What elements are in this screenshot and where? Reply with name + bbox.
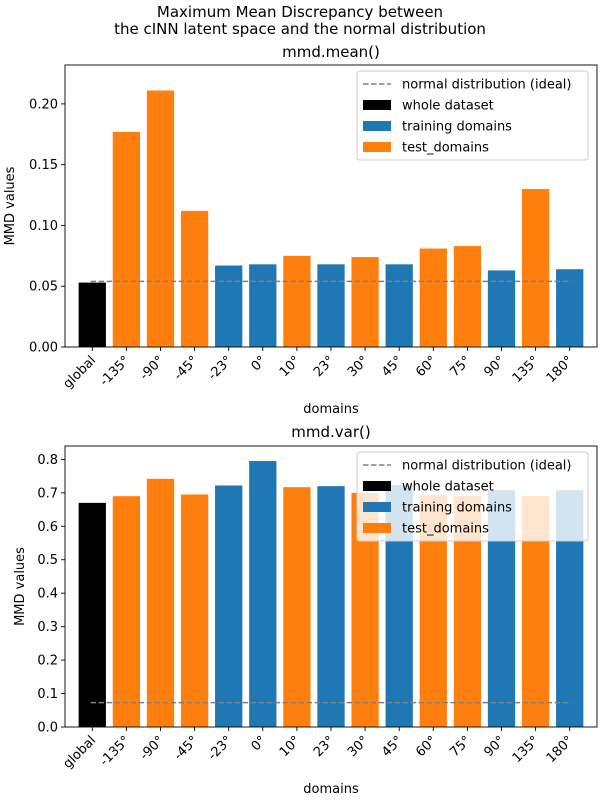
bar-global <box>78 502 106 727</box>
x-tick-label: 0° <box>249 733 270 754</box>
x-axis-label: domains <box>303 402 359 417</box>
x-tick-label: -135° <box>97 353 133 389</box>
x-tick-label: -23° <box>205 353 235 383</box>
bar--45° <box>180 210 209 347</box>
legend-label: normal distribution (ideal) <box>402 78 571 93</box>
y-tick-label: 0.15 <box>29 158 58 173</box>
x-tick-label: global <box>60 353 99 392</box>
x-tick-label: 90° <box>481 733 508 760</box>
x-tick-label: 60° <box>413 353 440 380</box>
figure-suptitle-line-1: Maximum Mean Discrepancy between <box>157 3 443 21</box>
x-tick-label: 10° <box>277 353 304 380</box>
x-axis-label: domains <box>303 782 359 797</box>
bar-180° <box>556 269 584 347</box>
x-tick-label: 90° <box>481 353 508 380</box>
bar-23° <box>317 264 345 347</box>
chart-title: mmd.var() <box>291 423 370 441</box>
x-tick-label: 0° <box>249 353 270 374</box>
bar-30° <box>351 257 379 347</box>
y-tick-label: 0.6 <box>37 520 58 535</box>
x-tick-label: 45° <box>379 733 406 760</box>
legend-label: whole dataset <box>402 99 494 114</box>
y-tick-label: 0.1 <box>37 687 58 702</box>
bar-23° <box>317 486 345 727</box>
bar--23° <box>215 265 243 347</box>
bar--90° <box>146 478 175 727</box>
bar-10° <box>283 487 311 727</box>
x-tick-label: -45° <box>171 353 201 383</box>
x-tick-label: 30° <box>345 353 372 380</box>
bar--23° <box>215 485 243 727</box>
x-tick-label: 23° <box>311 733 338 760</box>
y-axis-label: MMD values <box>13 547 28 626</box>
legend-label: whole dataset <box>402 480 494 495</box>
chart-var: 0.0 0.1 0.2 0.3 0.4 0.5 0.6 0.7 0.8 global-135° -9… <box>13 423 598 797</box>
y-tick-label: 0.05 <box>29 280 58 295</box>
x-tick-label: 30° <box>345 733 372 760</box>
y-tick-label: 0.00 <box>29 341 58 356</box>
bar-global <box>78 282 106 347</box>
x-tick-label: 60° <box>413 733 440 760</box>
bar-75° <box>453 246 482 347</box>
x-tick-label: 10° <box>277 733 304 760</box>
legend-whole-swatch <box>363 100 391 110</box>
y-tick-label: 0.0 <box>37 721 58 736</box>
legend-label: training domains <box>402 120 512 135</box>
x-tick-label: 180° <box>544 733 577 766</box>
legend-training-swatch <box>363 121 391 131</box>
legend-box <box>356 70 589 161</box>
x-tick-label: 135° <box>510 353 543 386</box>
y-tick-label: 0.10 <box>29 219 58 234</box>
bar-10° <box>283 255 311 347</box>
y-tick-label: 0.2 <box>37 654 58 669</box>
legend-label: normal distribution (ideal) <box>402 459 571 474</box>
y-tick-label: 0.4 <box>37 587 58 602</box>
bar--135° <box>112 131 141 347</box>
x-tick-label: 75° <box>447 733 474 760</box>
x-tick-label: -135° <box>97 733 133 769</box>
x-tick-label: -90° <box>137 353 167 383</box>
bar-0° <box>249 264 277 347</box>
y-tick-label: 0.7 <box>37 486 58 501</box>
x-tick-label: 180° <box>544 353 577 386</box>
bar--90° <box>146 90 175 347</box>
legend: normal distribution (ideal) whole dataset… <box>356 70 589 161</box>
legend-box <box>356 451 589 542</box>
chart-title: mmd.mean() <box>282 43 380 61</box>
y-tick-label: 0.5 <box>37 553 58 568</box>
legend-label: training domains <box>402 501 512 516</box>
legend-training-swatch <box>363 502 391 512</box>
legend: normal distribution (ideal) whole dataset… <box>356 451 589 542</box>
bar-135° <box>521 188 550 347</box>
y-tick-label: 0.20 <box>29 97 58 112</box>
bar-0° <box>249 461 277 727</box>
bar-60° <box>419 248 447 347</box>
x-tick-label: -90° <box>137 733 167 763</box>
legend-test-swatch <box>363 523 391 533</box>
legend-label: test_domains <box>402 522 489 537</box>
y-tick-label: 0.8 <box>37 453 58 468</box>
chart-mean: 0.00 0.05 0.10 0.15 0.20 global-135° -90° -45° -… <box>3 43 598 417</box>
y-axis-label: MMD values <box>3 166 18 245</box>
x-tick-label: global <box>60 733 99 772</box>
bar-90° <box>487 270 516 347</box>
x-tick-label: -45° <box>171 733 201 763</box>
legend-test-swatch <box>363 142 391 152</box>
x-tick-label: 135° <box>510 733 543 766</box>
x-tick-label: 45° <box>379 353 406 380</box>
bar--45° <box>180 494 209 727</box>
x-tick-label: 75° <box>447 353 474 380</box>
legend-whole-swatch <box>363 481 391 491</box>
bar-45° <box>385 264 413 347</box>
figure-suptitle-line-2: the cINN latent space and the normal dis… <box>114 20 486 38</box>
legend-label: test_domains <box>402 141 489 156</box>
x-tick-label: 23° <box>311 353 338 380</box>
y-tick-label: 0.3 <box>37 620 58 635</box>
x-tick-label: -23° <box>205 733 235 763</box>
bar--135° <box>112 496 141 727</box>
